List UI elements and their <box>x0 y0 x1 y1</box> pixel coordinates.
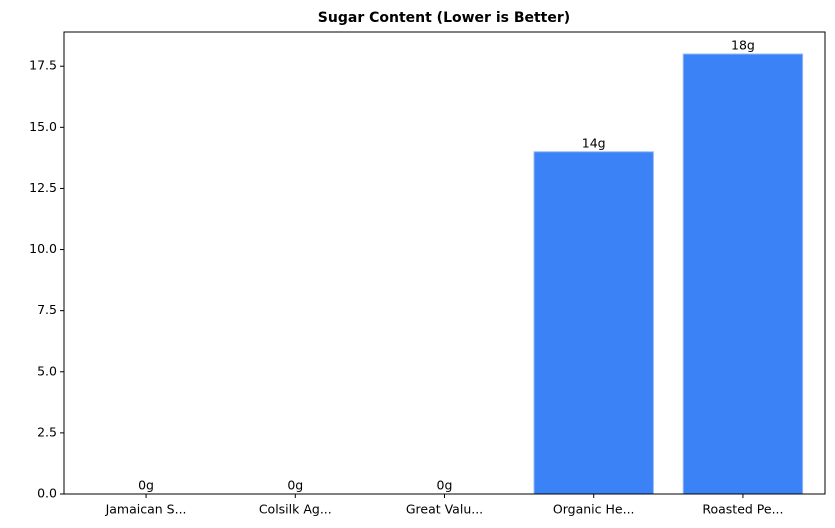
value-label: 18g <box>731 38 755 53</box>
value-label: 14g <box>582 135 606 150</box>
y-tick-label: 17.5 <box>29 58 57 73</box>
bar <box>533 151 654 495</box>
value-label: 0g <box>138 478 154 493</box>
plot-frame <box>63 31 826 495</box>
y-tick-label: 15.0 <box>29 119 57 134</box>
y-tick-label: 5.0 <box>37 363 57 378</box>
x-tick-label: Jamaican S... <box>105 502 187 517</box>
value-label: 0g <box>287 478 303 493</box>
y-tick-label: 2.5 <box>37 424 57 439</box>
x-tick-label: Organic He... <box>553 502 635 517</box>
y-tick-label: 10.0 <box>29 241 57 256</box>
y-tick-label: 0.0 <box>37 486 57 501</box>
bar <box>682 53 804 495</box>
chart-title: Sugar Content (Lower is Better) <box>318 10 570 26</box>
y-tick-label: 12.5 <box>29 180 57 195</box>
x-tick-label: Great Valu... <box>406 502 483 517</box>
x-tick-label: Roasted Pe... <box>702 502 783 517</box>
x-tick-label: Colsilk Ag... <box>259 502 332 517</box>
y-tick-label: 7.5 <box>37 302 57 317</box>
value-label: 0g <box>437 478 453 493</box>
